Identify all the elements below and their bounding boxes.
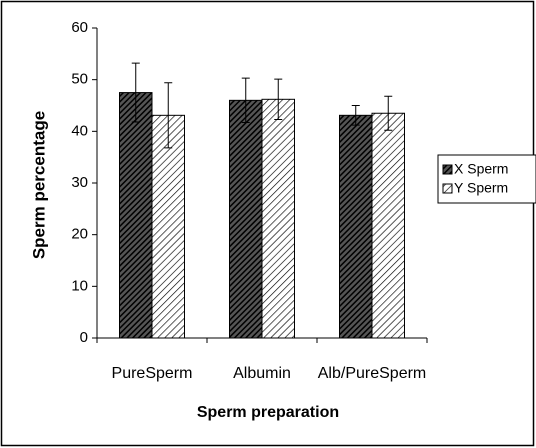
error-bar: [274, 78, 283, 120]
bar: [371, 112, 405, 339]
y-tick-label: 20: [71, 226, 88, 243]
error-bar: [131, 62, 140, 123]
legend-swatch: [442, 164, 453, 175]
x-axis-label: Sperm preparation: [197, 404, 339, 421]
y-tick-label: 40: [71, 122, 88, 139]
x-tick-label: Albumin: [233, 365, 291, 382]
y-tick-label: 30: [71, 174, 88, 191]
x-tick-label: Alb/PureSperm: [318, 365, 427, 382]
error-bar: [164, 82, 173, 149]
y-tick-label: 50: [71, 71, 88, 88]
bar: [119, 92, 153, 339]
y-tick-label: 10: [71, 277, 88, 294]
error-bar: [351, 105, 360, 126]
bar: [339, 114, 373, 339]
y-axis-label: Sperm percentage: [29, 111, 48, 259]
bar: [229, 99, 263, 339]
legend-label: X Sperm: [454, 161, 508, 177]
bar: [261, 98, 295, 339]
y-tick-label: 60: [71, 19, 88, 36]
error-bar: [241, 77, 250, 124]
error-bar: [384, 95, 393, 131]
y-tick-label: 0: [80, 329, 88, 346]
bar: [151, 114, 185, 339]
legend-label: Y Sperm: [454, 180, 508, 196]
legend-swatch: [442, 183, 453, 194]
legend: [437, 154, 536, 204]
x-tick-label: PureSperm: [112, 365, 193, 382]
